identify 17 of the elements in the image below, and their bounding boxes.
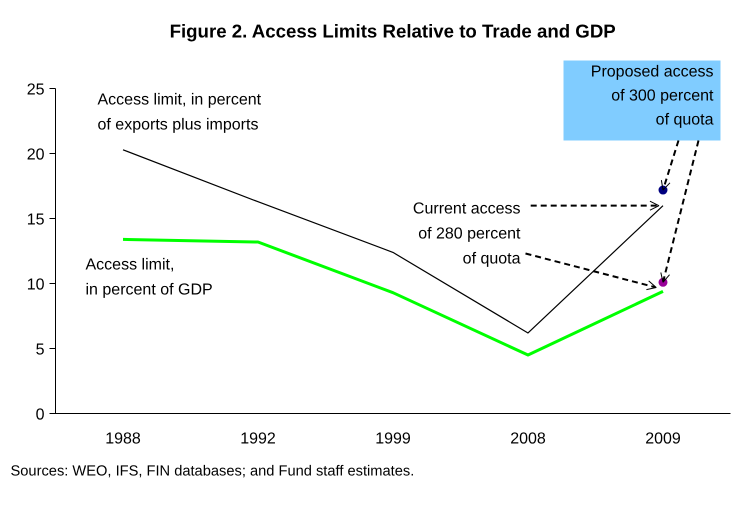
y-tick-label: 15 — [26, 212, 45, 229]
y-tick-label: 25 — [26, 82, 45, 99]
x-tick-label: 1999 — [375, 430, 411, 448]
y-tick-label: 0 — [36, 406, 45, 424]
x-tick-label: 2008 — [510, 430, 546, 448]
x-tick-label: 1992 — [240, 430, 276, 448]
x-tick-label: 2009 — [645, 430, 681, 448]
annotation: Current access of 280 percent of quota — [412, 200, 522, 268]
x-tick-label: 1988 — [105, 430, 141, 448]
series-label: Access limit, in percent of GDP — [86, 256, 213, 298]
annotation: Proposed access of 300 percent of quota — [590, 64, 714, 128]
series-label: Access limit, in percent of exports plus imports — [98, 92, 262, 134]
y-tick-label: 5 — [36, 342, 45, 359]
chart-title: Figure 2. Access Limits Relative to Trade and GDP — [170, 20, 616, 42]
y-tick-label: 20 — [26, 146, 45, 164]
y-tick-label: 10 — [26, 276, 45, 294]
source-note: Sources: WEO, IFS, FIN databases; and Fund staff estimates. — [10, 464, 414, 480]
